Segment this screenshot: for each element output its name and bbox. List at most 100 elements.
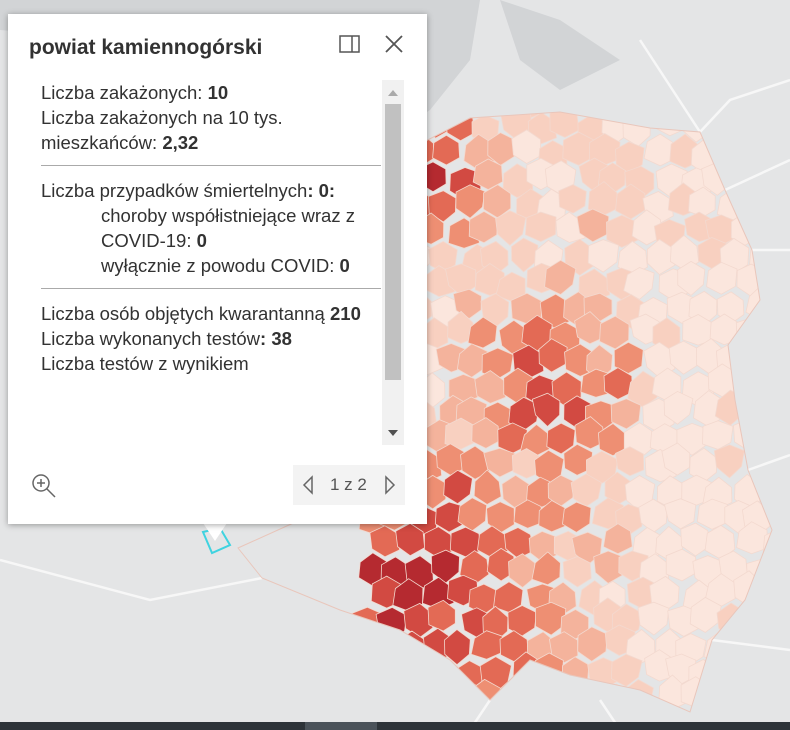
- region[interactable]: [680, 522, 711, 557]
- region[interactable]: [643, 133, 677, 167]
- region[interactable]: [431, 660, 461, 692]
- region[interactable]: [391, 684, 422, 715]
- region[interactable]: [352, 656, 385, 692]
- region[interactable]: [468, 210, 499, 244]
- region[interactable]: [746, 337, 779, 373]
- region[interactable]: [447, 310, 476, 344]
- region[interactable]: [423, 675, 454, 710]
- region[interactable]: [733, 418, 765, 452]
- region[interactable]: [713, 444, 745, 479]
- region[interactable]: [754, 679, 786, 715]
- region[interactable]: [745, 395, 775, 430]
- region[interactable]: [696, 498, 729, 530]
- region[interactable]: [483, 447, 516, 478]
- region[interactable]: [443, 469, 473, 505]
- close-button[interactable]: [385, 35, 403, 53]
- region[interactable]: [758, 214, 790, 248]
- next-button[interactable]: [383, 475, 397, 495]
- region[interactable]: [746, 447, 777, 480]
- region[interactable]: [712, 683, 743, 713]
- region[interactable]: [367, 682, 398, 716]
- region[interactable]: [546, 678, 577, 709]
- region[interactable]: [610, 398, 642, 430]
- region[interactable]: [395, 522, 426, 557]
- region[interactable]: [467, 316, 498, 349]
- region[interactable]: [369, 525, 401, 558]
- region[interactable]: [369, 627, 401, 662]
- scroll-thumb[interactable]: [385, 104, 401, 380]
- region[interactable]: [755, 315, 787, 351]
- region[interactable]: [759, 263, 788, 294]
- region[interactable]: [497, 684, 528, 715]
- region[interactable]: [578, 683, 608, 718]
- region[interactable]: [735, 317, 769, 349]
- region[interactable]: [763, 477, 790, 511]
- region[interactable]: [720, 139, 752, 172]
- region[interactable]: [747, 605, 776, 639]
- region[interactable]: [603, 367, 633, 400]
- region[interactable]: [457, 497, 488, 532]
- region[interactable]: [706, 261, 738, 295]
- region[interactable]: [562, 501, 592, 533]
- region[interactable]: [664, 498, 697, 530]
- region[interactable]: [531, 551, 561, 586]
- region[interactable]: [643, 89, 676, 121]
- region[interactable]: [720, 85, 753, 117]
- region[interactable]: [487, 79, 514, 110]
- region[interactable]: [665, 548, 697, 582]
- region[interactable]: [531, 392, 561, 428]
- region[interactable]: [622, 111, 651, 147]
- region[interactable]: [472, 158, 504, 191]
- region[interactable]: [589, 87, 621, 120]
- region[interactable]: [603, 523, 633, 555]
- region[interactable]: [587, 239, 620, 273]
- region[interactable]: [599, 315, 630, 350]
- region[interactable]: [508, 553, 536, 589]
- region[interactable]: [432, 134, 461, 166]
- region[interactable]: [544, 259, 577, 295]
- zoom-to-button[interactable]: [30, 472, 66, 502]
- region[interactable]: [427, 599, 456, 632]
- region[interactable]: [538, 338, 568, 373]
- region[interactable]: [455, 184, 486, 219]
- region[interactable]: [703, 112, 735, 146]
- region[interactable]: [576, 208, 610, 243]
- region[interactable]: [456, 83, 487, 113]
- region[interactable]: [526, 678, 560, 711]
- region[interactable]: [631, 209, 663, 246]
- region[interactable]: [736, 263, 768, 297]
- region[interactable]: [716, 602, 747, 641]
- region[interactable]: [562, 556, 592, 588]
- region[interactable]: [734, 111, 767, 143]
- region[interactable]: [574, 416, 605, 450]
- region[interactable]: [625, 679, 654, 715]
- region[interactable]: [761, 368, 790, 405]
- region[interactable]: [513, 499, 543, 529]
- region[interactable]: [386, 650, 416, 686]
- region[interactable]: [703, 630, 737, 663]
- region[interactable]: [563, 443, 593, 476]
- region[interactable]: [558, 184, 587, 214]
- region[interactable]: [736, 521, 768, 555]
- region[interactable]: [524, 211, 557, 243]
- region[interactable]: [618, 84, 652, 121]
- region[interactable]: [761, 578, 790, 611]
- region[interactable]: [473, 469, 502, 505]
- region[interactable]: [548, 631, 579, 664]
- region[interactable]: [535, 601, 567, 636]
- region[interactable]: [733, 631, 764, 664]
- region[interactable]: [444, 628, 471, 666]
- region[interactable]: [486, 547, 516, 582]
- scrollbar[interactable]: [382, 80, 404, 445]
- region[interactable]: [732, 676, 764, 711]
- region[interactable]: [742, 657, 772, 691]
- region[interactable]: [742, 188, 774, 221]
- region[interactable]: [511, 237, 539, 273]
- prev-button[interactable]: [301, 475, 315, 495]
- region[interactable]: [677, 260, 706, 296]
- region[interactable]: [661, 442, 691, 476]
- region[interactable]: [511, 129, 542, 164]
- region[interactable]: [637, 601, 670, 636]
- region[interactable]: [560, 85, 591, 117]
- region[interactable]: [444, 110, 475, 142]
